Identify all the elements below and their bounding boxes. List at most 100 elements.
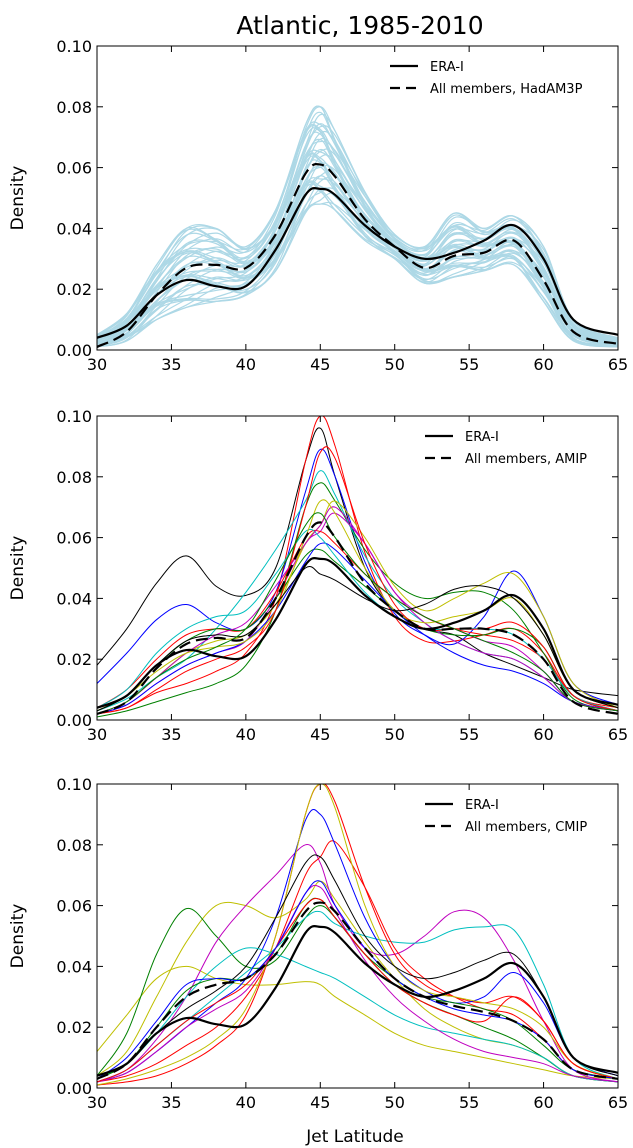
era-i-line [97,925,618,1077]
y-tick-label: 0.10 [56,37,92,56]
legend-label: All members, HadAM3P [430,82,583,97]
x-tick-label: 45 [310,1093,330,1112]
y-tick-label: 0.10 [56,775,92,794]
ensemble-member-line [97,153,618,343]
y-tick-label: 0.06 [56,159,92,178]
all-members-line [97,163,618,348]
x-tick-label: 45 [310,725,330,744]
y-tick-label: 0.04 [56,589,92,608]
axes-frame [96,45,619,351]
x-tick-label: 40 [236,1093,256,1112]
y-tick-label: 0.00 [56,711,92,730]
ensemble-member-line [97,164,618,343]
y-axis-label: Density [8,166,28,231]
member-line [97,448,618,706]
legend-label: All members, AMIP [465,452,587,467]
member-line [97,840,618,1083]
ensemble-member-line [97,123,618,339]
x-tick-label: 65 [608,1093,628,1112]
x-tick-label: 30 [87,355,107,374]
all-members-line [97,521,618,715]
x-axis-label: Jet Latitude [305,1127,404,1147]
member-line [97,897,618,1080]
x-tick-label: 55 [459,1093,479,1112]
x-tick-label: 65 [608,725,628,744]
member-line [97,965,618,1080]
member-line [97,528,618,712]
legend-label: ERA-I [465,798,499,813]
ensemble-member-line [97,177,618,344]
chart-panel-3: 30 35 40 45 50 55 60 65 0.00 0.02 0.04 0.06 0.08 0.10… [8,775,628,1112]
ensemble-member-line [97,180,618,344]
x-tick-label: 40 [236,725,256,744]
axes-frame [96,415,619,721]
era-i-line [97,187,618,339]
member-line [97,542,618,715]
legend-label: All members, CMIP [465,820,587,835]
y-axis-label: Density [8,536,28,601]
y-tick-label: 0.00 [56,1079,92,1098]
ensemble-member-line [97,149,618,340]
member-line [97,566,618,712]
y-tick-label: 0.06 [56,529,92,548]
chart-panel-1: 30 35 40 45 50 55 60 65 0.00 0.02 0.04 0.06 0.08 0.10… [8,37,628,374]
plot-area [97,105,618,348]
ensemble-member-line [97,159,618,347]
y-tick-label: 0.04 [56,957,92,976]
member-line [97,947,618,1083]
member-line [97,529,618,712]
x-tick-label: 55 [459,355,479,374]
x-tick-label: 35 [161,1093,181,1112]
ensemble-member-line [97,105,618,341]
y-tick-label: 0.02 [56,650,92,669]
y-tick-label: 0.02 [56,280,92,299]
axes-frame [96,783,619,1089]
x-tick-label: 55 [459,725,479,744]
member-line [97,897,618,1083]
y-tick-label: 0.04 [56,219,92,238]
all-members-line [97,901,618,1080]
member-line [97,499,618,712]
era-i-line [97,557,618,709]
ensemble-member-line [97,140,618,340]
x-tick-label: 65 [608,355,628,374]
x-tick-label: 50 [385,355,405,374]
legend-label: ERA-I [465,430,499,445]
y-tick-label: 0.00 [56,341,92,360]
y-tick-label: 0.08 [56,98,92,117]
x-tick-label: 60 [533,1093,553,1112]
figure-title: Atlantic, 1985-2010 [236,11,483,40]
x-tick-label: 60 [533,725,553,744]
member-line [97,784,618,1086]
legend: ERA-I All members, AMIP [425,430,587,467]
y-tick-label: 0.08 [56,468,92,487]
y-tick-label: 0.08 [56,836,92,855]
x-tick-label: 30 [87,725,107,744]
chart-panel-2: 30 35 40 45 50 55 60 65 0.00 0.02 0.04 0.06 0.08 0.10… [8,407,628,744]
member-line [97,446,618,715]
x-tick-label: 60 [533,355,553,374]
x-tick-label: 45 [310,355,330,374]
y-axis-label: Density [8,904,28,969]
x-tick-label: 35 [161,725,181,744]
legend: ERA-I All members, HadAM3P [390,60,583,97]
member-line [97,512,618,715]
y-tick-label: 0.10 [56,407,92,426]
legend: ERA-I All members, CMIP [425,798,587,835]
y-tick-label: 0.02 [56,1018,92,1037]
y-tick-label: 0.06 [56,897,92,916]
legend-label: ERA-I [430,60,464,75]
x-tick-label: 40 [236,355,256,374]
ensemble-member-line [97,148,618,346]
ensemble-member-line [97,181,618,346]
ensemble-member-line [97,130,618,341]
member-line [97,784,618,1086]
member-line [97,844,618,1083]
x-tick-label: 30 [87,1093,107,1112]
x-tick-label: 35 [161,355,181,374]
member-line [97,880,618,1083]
plot-area [97,784,618,1086]
x-tick-label: 50 [385,1093,405,1112]
ensemble-member-line [97,125,618,341]
